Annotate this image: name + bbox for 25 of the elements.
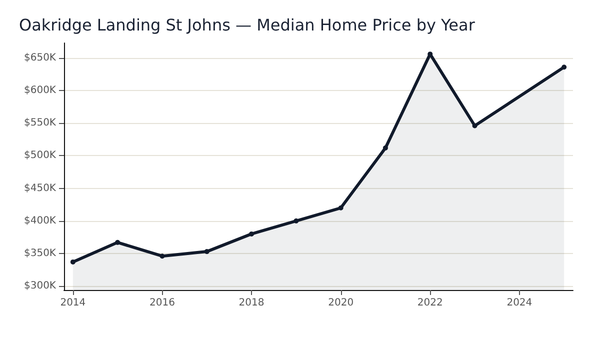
y-tick-label: $650K (24, 52, 56, 64)
point (562, 64, 567, 70)
point (472, 123, 478, 128)
y-tick-label: $600K (24, 85, 56, 96)
x-tick-label: 2020 (328, 298, 354, 308)
y-tick-label: $300K (24, 280, 56, 292)
point (294, 218, 299, 224)
point (70, 259, 76, 264)
x-tick-label: 2016 (150, 298, 175, 308)
x-tick-label: 2024 (506, 298, 532, 308)
x-tick-label: 2022 (417, 298, 443, 308)
y-tick-label: $350K (24, 248, 56, 260)
point (160, 254, 165, 259)
x-tick-label: 2018 (238, 298, 264, 308)
x-tick-label: 2014 (60, 298, 86, 308)
point (115, 240, 120, 245)
point (338, 205, 344, 210)
point (249, 231, 254, 236)
y-tick-label: $550K (24, 118, 56, 129)
chart-title: Oakridge Landing St Johns — Median Home Price by Year (19, 16, 476, 34)
y-tick-label: $400K (24, 215, 56, 226)
point (204, 249, 210, 254)
point (382, 145, 388, 150)
y-tick-label: $500K (24, 150, 56, 162)
y-tick-label: $450K (24, 182, 56, 194)
